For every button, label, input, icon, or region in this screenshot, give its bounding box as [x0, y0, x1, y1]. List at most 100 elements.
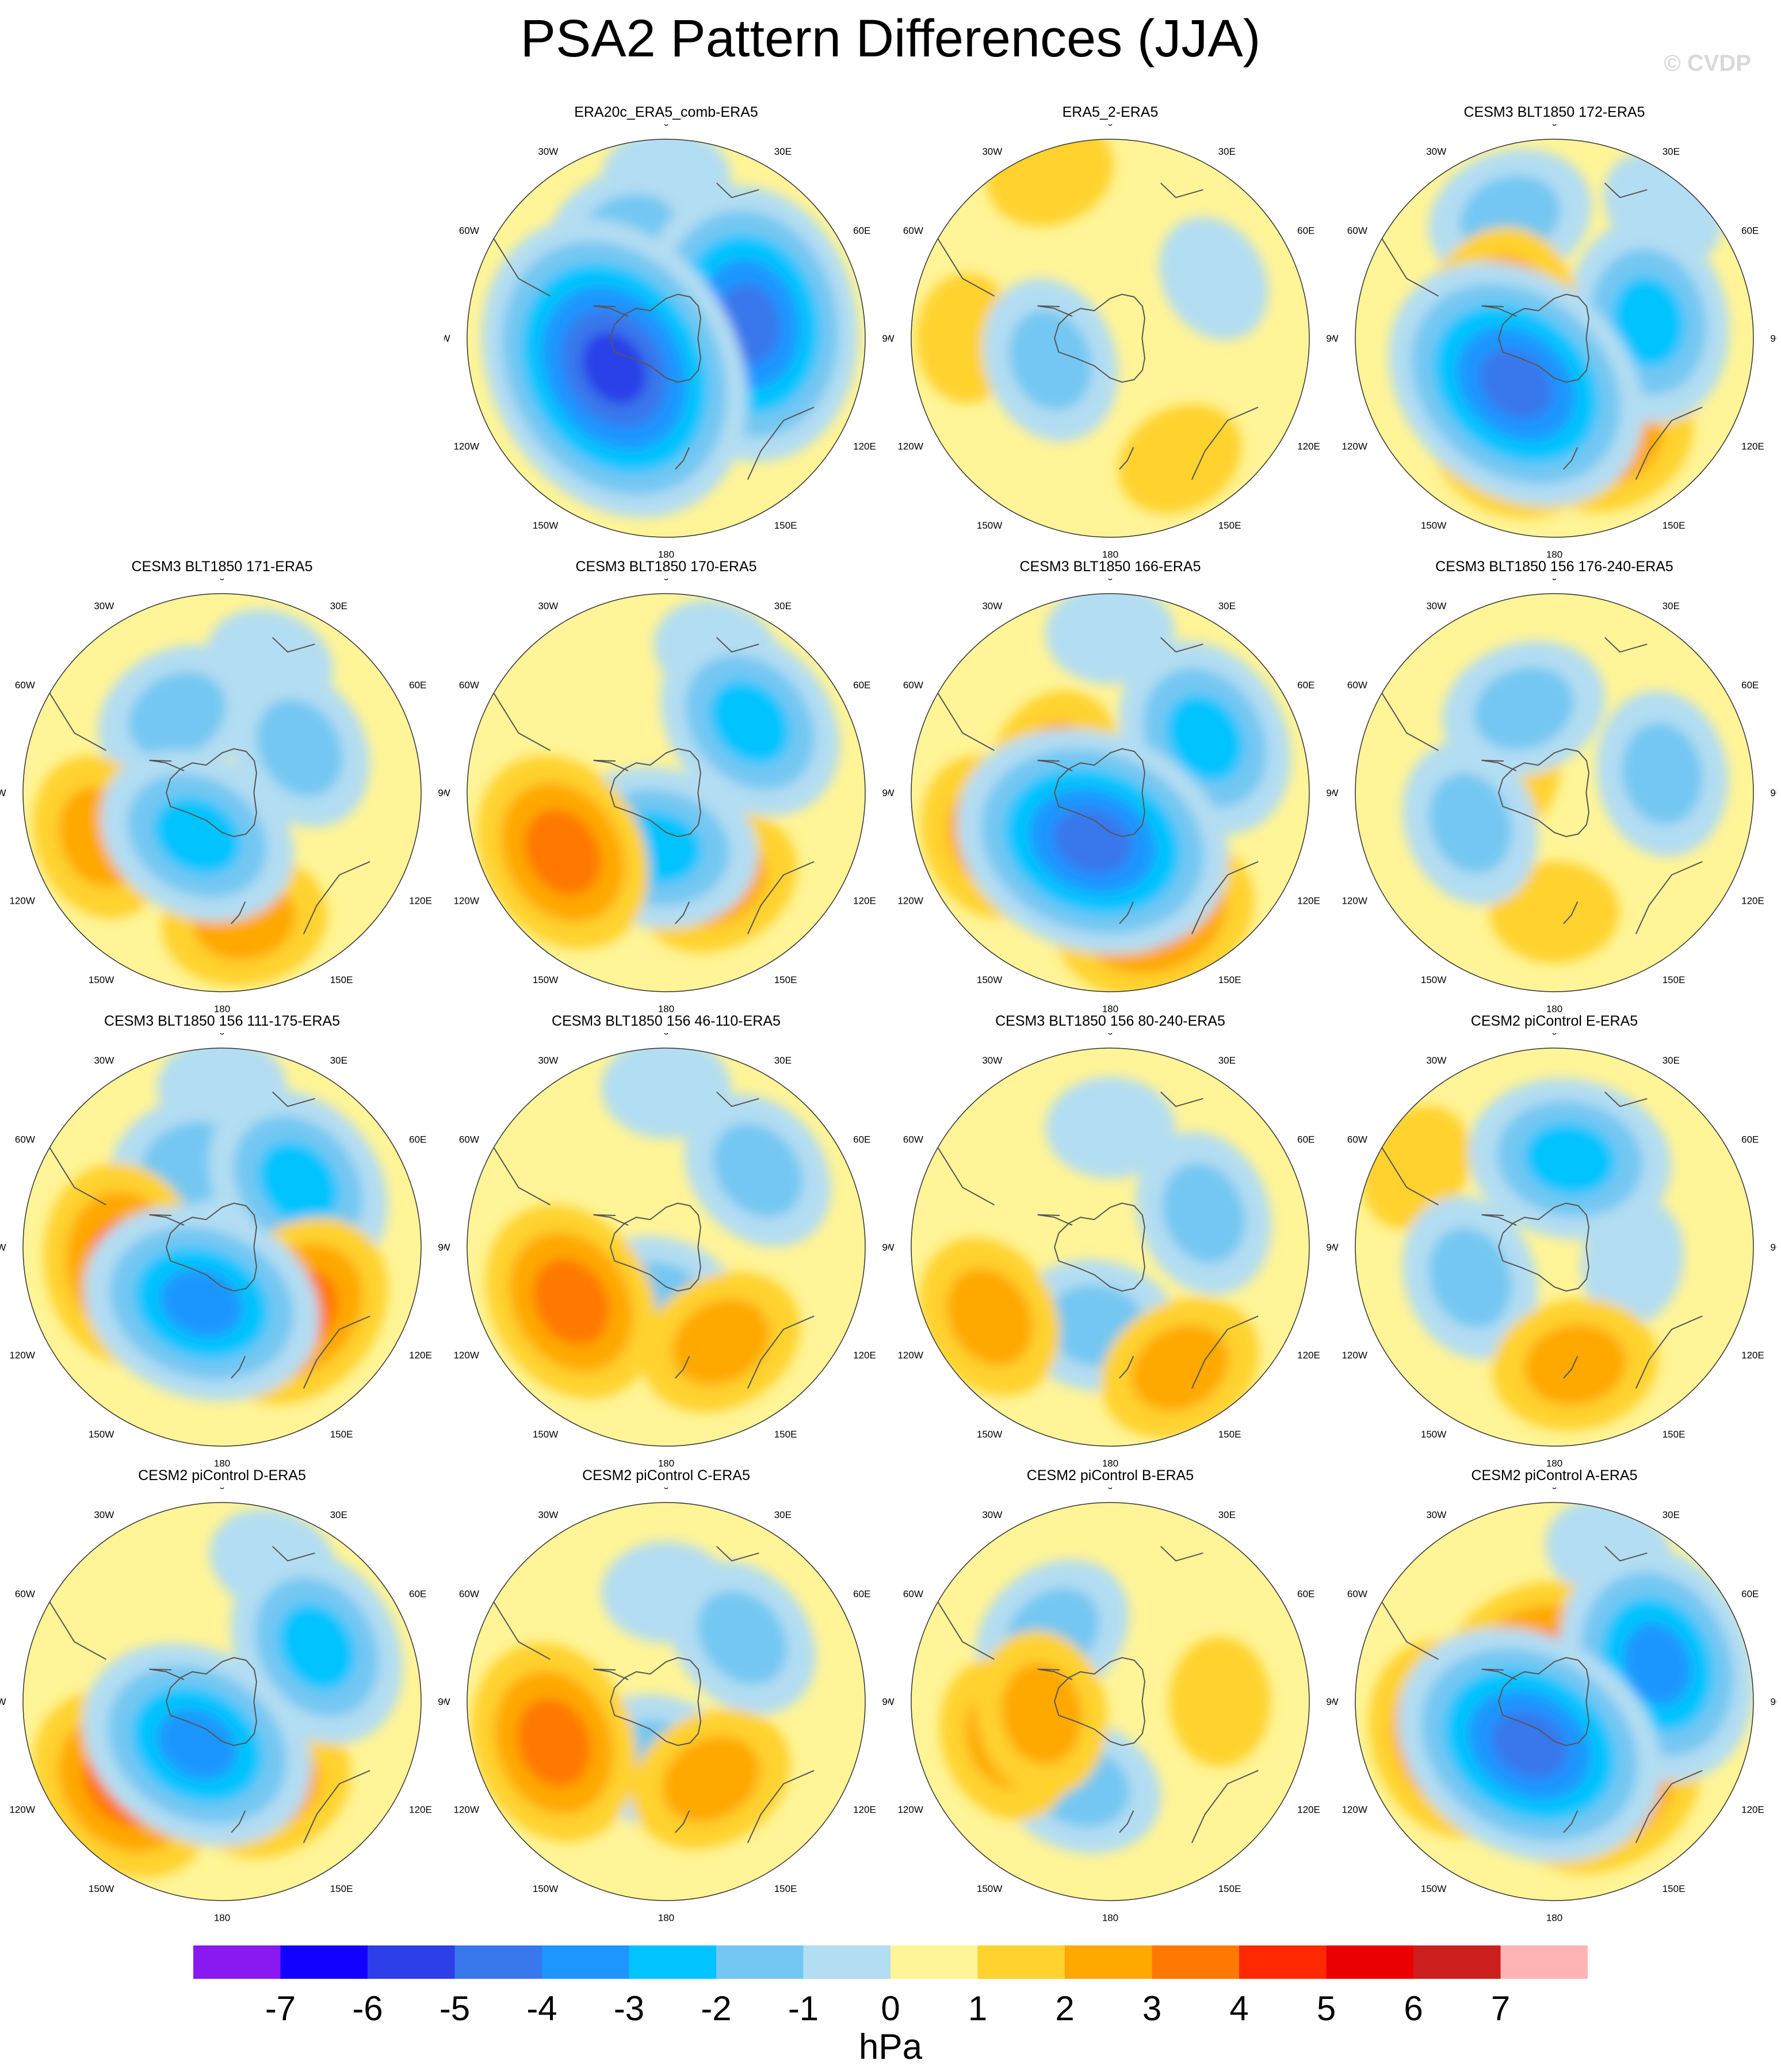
longitude-label: 30W	[94, 1509, 114, 1520]
longitude-label: 150W	[1421, 974, 1446, 985]
contour-region	[1473, 667, 1574, 751]
longitude-label: 90W	[444, 1696, 450, 1707]
peninsula-outline	[1037, 1214, 1073, 1226]
colorbar-tick-label: -4	[526, 1989, 557, 2026]
panel-title: CESM2 piControl D-ERA5	[138, 1467, 306, 1484]
longitude-label: 60W	[1347, 1588, 1367, 1599]
polar-map: 0 30E 60E 90E 120E 150E 180 150W 120W 90W 60W 30W	[888, 124, 1332, 560]
africa-outline	[716, 182, 759, 198]
longitude-label: 150E	[1218, 1429, 1241, 1440]
longitude-label: 90W	[1332, 787, 1339, 798]
peninsula-outline	[593, 305, 629, 317]
longitude-label: 150W	[533, 1429, 558, 1440]
panel-title: ERA5_2-ERA5	[1062, 104, 1159, 120]
longitude-label: 120W	[453, 441, 479, 452]
colorbar-tick-label: 2	[1055, 1989, 1074, 2026]
australia-outline	[1635, 1769, 1703, 1844]
south-america-outline	[1381, 693, 1439, 751]
polar-map: 0 30E 60E 90E 120E 150E 180 150W 120W 90W 60W 30W	[888, 1488, 1332, 1923]
contour-region	[712, 1123, 803, 1218]
longitude-label: 180	[214, 1003, 230, 1014]
longitude-label: 60E	[853, 1134, 870, 1145]
africa-outline	[1604, 1091, 1648, 1107]
south-america-outline	[1381, 1601, 1439, 1660]
south-america-outline	[493, 693, 551, 751]
south-america-outline	[49, 693, 106, 751]
polar-map: 0 30E 60E 90E 120E 150E 180 150W 120W 90W 60W 30W	[0, 1033, 444, 1469]
contour-region	[517, 1698, 591, 1787]
longitude-label: 60E	[1741, 225, 1759, 236]
longitude-label: 60W	[15, 679, 35, 690]
longitude-label: 90W	[444, 1242, 450, 1253]
colorbar-swatch	[454, 1945, 542, 1979]
contour-region	[258, 1141, 338, 1225]
new-zealand-outline	[231, 1356, 246, 1379]
longitude-label: 90E	[1770, 333, 1776, 344]
panel-title: CESM3 BLT1850 156 46-110-ERA5	[552, 1013, 781, 1029]
longitude-label: 60E	[1297, 679, 1314, 690]
longitude-label: 30E	[774, 601, 792, 611]
panel-title: CESM3 BLT1850 170-ERA5	[575, 559, 757, 575]
africa-outline	[716, 1091, 759, 1107]
colorbar-unit: hPa	[858, 2027, 923, 2067]
longitude-label: 60E	[409, 679, 426, 690]
longitude-label: 150W	[533, 520, 558, 531]
longitude-label: 180	[214, 1458, 230, 1469]
new-zealand-outline	[675, 1356, 690, 1379]
longitude-label: 90W	[888, 333, 895, 344]
new-zealand-outline	[1119, 901, 1134, 924]
map-boundary	[911, 593, 1310, 992]
contour-region	[1480, 349, 1553, 419]
longitude-label: 120E	[853, 441, 876, 452]
map-panel: CESM2 piControl D-ERA5 0 30E 60E 90E 120E 150E…	[0, 1467, 444, 1923]
map-panel: ERA20c_ERA5_comb-ERA5 0 30E 60E 90E 120E 150E 1…	[444, 104, 888, 560]
longitude-label: 30E	[330, 1509, 347, 1520]
africa-outline	[1160, 182, 1203, 198]
contour-region	[1053, 809, 1132, 874]
longitude-label: 150W	[533, 1883, 558, 1894]
new-zealand-outline	[231, 901, 246, 924]
south-america-outline	[49, 1147, 106, 1206]
map-panel: CESM3 BLT1850 156 46-110-ERA5 0 30E 60E 90E 1…	[444, 1012, 888, 1469]
colorbar-swatch	[368, 1945, 455, 1979]
longitude-label: 150W	[533, 974, 558, 985]
longitude-label: 30E	[1662, 601, 1680, 611]
polar-map: 0 30E 60E 90E 120E 150E 180 150W 120W 90W 60W 30W	[1332, 124, 1776, 560]
longitude-label: 120E	[1741, 441, 1764, 452]
contour-region	[1428, 1228, 1512, 1328]
colorbar-tick-label: 3	[1142, 1989, 1161, 2026]
panel-title: ERA20c_ERA5_comb-ERA5	[574, 104, 758, 120]
panel-title: CESM2 piControl A-ERA5	[1471, 1467, 1638, 1484]
longitude-label: 120W	[9, 1350, 35, 1361]
longitude-label: 30E	[774, 146, 792, 157]
colorbar: -7 -6 -5 -4 -3 -2 -1 0 1 2 3 4 5 6 7	[193, 1945, 1588, 2026]
longitude-label: 0	[1551, 1033, 1557, 1037]
longitude-label: 60E	[853, 1588, 870, 1599]
longitude-label: 90W	[444, 333, 450, 344]
longitude-label: 120E	[1741, 1805, 1764, 1815]
contour-region	[1159, 217, 1268, 341]
australia-outline	[303, 861, 370, 935]
longitude-label: 90W	[0, 1242, 6, 1253]
longitude-label: 150E	[1662, 974, 1686, 985]
longitude-label: 120E	[1297, 441, 1320, 452]
longitude-label: 0	[219, 579, 224, 583]
south-america-outline	[937, 693, 995, 751]
polar-map: 0 30E 60E 90E 120E 150E 180 150W 120W 90W 60W 30W	[1332, 579, 1776, 1014]
longitude-label: 150E	[1662, 1429, 1686, 1440]
longitude-label: 0	[663, 579, 668, 583]
longitude-label: 90E	[1326, 1242, 1332, 1253]
contour-region	[256, 699, 343, 797]
longitude-label: 60E	[409, 1588, 426, 1599]
watermark-text: © CVDP	[1664, 51, 1751, 76]
polar-map: 0 30E 60E 90E 120E 150E 180 150W 120W 90W 60W 30W	[888, 1033, 1332, 1469]
south-america-outline	[493, 238, 551, 297]
longitude-label: 60W	[1347, 679, 1367, 690]
longitude-label: 30E	[1218, 601, 1236, 611]
africa-outline	[272, 637, 315, 653]
south-america-outline	[49, 1601, 106, 1660]
longitude-label: 90W	[0, 787, 6, 798]
map-boundary	[22, 1502, 422, 1901]
australia-outline	[747, 406, 815, 480]
longitude-label: 150W	[977, 1883, 1002, 1894]
